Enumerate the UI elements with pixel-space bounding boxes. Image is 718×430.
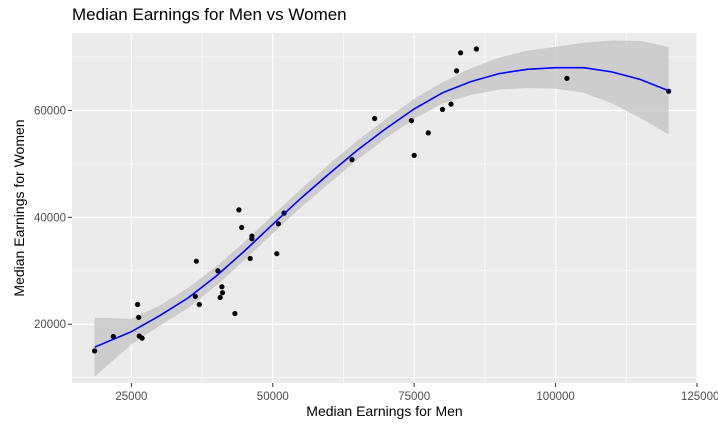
y-axis-ticks: 20000 40000 60000 [34, 105, 72, 331]
data-point [473, 46, 479, 52]
data-point [274, 251, 280, 257]
y-tick-label: 60000 [34, 105, 66, 117]
data-point [196, 301, 202, 308]
data-point [349, 157, 355, 163]
data-point [372, 115, 378, 122]
data-point [239, 224, 245, 231]
y-tick-label: 40000 [34, 212, 66, 224]
confidence-ribbon [94, 40, 669, 377]
x-axis-title: Median Earnings for Men [306, 403, 462, 419]
data-point [454, 68, 460, 74]
data-point [110, 333, 116, 340]
data-point [408, 118, 414, 124]
data-point [439, 106, 446, 112]
data-point [215, 268, 221, 274]
x-tick-label: 125000 [681, 391, 718, 403]
data-point [92, 348, 98, 354]
data-point [448, 101, 454, 107]
x-tick-label: 75000 [398, 391, 430, 403]
x-tick-label: 100000 [536, 391, 574, 403]
y-tick-label: 20000 [34, 319, 66, 331]
data-point [139, 335, 145, 341]
data-point [232, 310, 238, 317]
data-point [135, 301, 141, 308]
data-point [458, 50, 464, 56]
x-tick-label: 25000 [115, 391, 147, 403]
y-axis-title: Median Earnings for Women [11, 119, 27, 296]
data-point [247, 255, 253, 262]
data-point [249, 236, 255, 242]
data-point [425, 130, 431, 136]
data-point [136, 314, 142, 320]
data-point [275, 221, 281, 227]
x-axis-ticks: 25000 50000 75000 100000 125000 [115, 383, 718, 403]
data-point [217, 294, 223, 301]
chart-title: Median Earnings for Men vs Women [72, 5, 347, 24]
data-point [236, 207, 242, 213]
data-points [92, 46, 672, 354]
data-point [193, 258, 199, 264]
data-point [219, 290, 226, 296]
data-point [192, 293, 198, 299]
data-point [219, 284, 225, 290]
data-point [411, 152, 417, 158]
data-point [564, 75, 570, 81]
x-tick-label: 50000 [257, 391, 289, 403]
smooth-trend-line [94, 66, 669, 348]
